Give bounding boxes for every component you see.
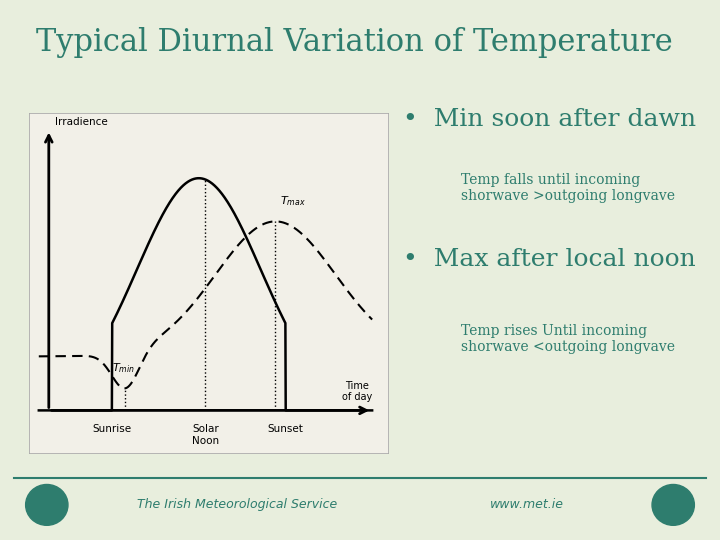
Text: Irradience: Irradience	[55, 117, 108, 127]
Text: $T_{min}$: $T_{min}$	[112, 361, 135, 375]
Circle shape	[26, 484, 68, 525]
Text: Temp falls until incoming
shorwave >outgoing longvave: Temp falls until incoming shorwave >outg…	[461, 173, 675, 203]
Text: •  Max after local noon: • Max after local noon	[403, 248, 696, 272]
Text: Temp rises Until incoming
shorwave <outgoing longvave: Temp rises Until incoming shorwave <outg…	[461, 324, 675, 354]
Text: www.met.ie: www.met.ie	[490, 498, 564, 511]
Text: The Irish Meteorological Service: The Irish Meteorological Service	[137, 498, 337, 511]
FancyBboxPatch shape	[29, 113, 389, 454]
Circle shape	[652, 484, 694, 525]
Text: $T_{max}$: $T_{max}$	[281, 194, 306, 208]
Text: Solar
Noon: Solar Noon	[192, 424, 219, 446]
Text: MET: MET	[38, 501, 55, 507]
Text: Sunrise: Sunrise	[93, 424, 132, 434]
Text: Time
of day: Time of day	[342, 381, 372, 402]
Text: •  Min soon after dawn: • Min soon after dawn	[403, 108, 696, 131]
Text: Typical Diurnal Variation of Temperature: Typical Diurnal Variation of Temperature	[36, 27, 672, 58]
Text: MET: MET	[665, 501, 682, 507]
Text: Sunset: Sunset	[268, 424, 303, 434]
